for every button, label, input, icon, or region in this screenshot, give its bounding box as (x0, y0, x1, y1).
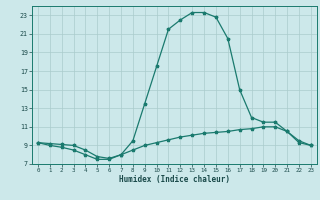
X-axis label: Humidex (Indice chaleur): Humidex (Indice chaleur) (119, 175, 230, 184)
